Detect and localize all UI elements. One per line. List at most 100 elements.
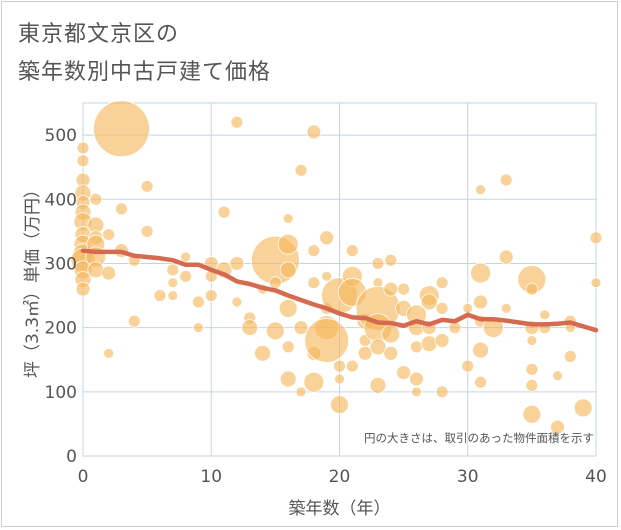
- x-tick-label: 30: [457, 467, 479, 487]
- bubble-point: [369, 338, 387, 356]
- bubble-point: [526, 335, 538, 346]
- bubble-point: [333, 359, 346, 373]
- bubble-point: [192, 295, 205, 309]
- bubble-point: [383, 281, 399, 297]
- bubble-point: [278, 298, 298, 318]
- bubble-point: [293, 320, 309, 336]
- x-tick-label: 20: [329, 467, 351, 487]
- bubble-point: [306, 124, 322, 140]
- bubble-point: [435, 276, 449, 290]
- bubble-point: [330, 395, 349, 415]
- bubble-point: [204, 289, 218, 302]
- bubble-point: [76, 141, 90, 155]
- bubble-point: [552, 370, 563, 382]
- bubble-point: [303, 371, 325, 393]
- bubble-point: [281, 340, 295, 354]
- bubble-point: [230, 115, 244, 129]
- bubble-point: [103, 347, 115, 359]
- bubble-point: [383, 345, 399, 361]
- bubble-point: [140, 180, 154, 193]
- bubble-point: [304, 318, 350, 363]
- y-tick-label: 0: [66, 447, 77, 467]
- x-tick-label: 0: [78, 467, 89, 487]
- bubble-point: [396, 365, 412, 380]
- bubble-point: [525, 378, 539, 392]
- bubble-point: [345, 359, 359, 373]
- x-tick-label: 40: [585, 467, 607, 487]
- bubble-point: [231, 296, 243, 308]
- bubble-size-note: 円の大きさは、取引のあった物件面積を示す: [364, 431, 594, 445]
- bubble-point: [357, 345, 373, 361]
- bubble-point: [381, 324, 401, 344]
- trend-line-series: [80, 248, 599, 333]
- bubble-point: [254, 344, 271, 362]
- bubble-point: [321, 270, 333, 282]
- bubble-point: [589, 231, 603, 245]
- bubble-series: [70, 100, 603, 435]
- bubble-point: [573, 398, 593, 418]
- bubble-point: [369, 376, 387, 394]
- bubble-point: [420, 293, 438, 311]
- bubble-point: [500, 302, 512, 314]
- y-tick-label: 100: [45, 383, 77, 403]
- bubble-point: [434, 333, 450, 348]
- bubble-point: [420, 335, 438, 353]
- bubble-point: [462, 302, 474, 314]
- bubble-point: [550, 419, 565, 435]
- bubble-point: [319, 230, 335, 246]
- bubble-point: [101, 265, 117, 281]
- bubble-point: [384, 253, 398, 267]
- bubble-point: [397, 282, 411, 296]
- y-tick-label: 200: [45, 319, 77, 339]
- bubble-point: [334, 373, 345, 385]
- bubble-point: [435, 301, 449, 315]
- bubble-point: [229, 256, 245, 271]
- bubble-point: [241, 319, 259, 337]
- bubble-point: [461, 359, 475, 373]
- bubble-point: [167, 290, 179, 301]
- bubble-point: [268, 276, 282, 290]
- bubble-point: [153, 289, 167, 302]
- bubble-point: [279, 370, 297, 388]
- bubble-point: [525, 362, 539, 376]
- grid-lines: [82, 102, 597, 457]
- bubble-point: [470, 262, 491, 284]
- bubble-point: [167, 277, 179, 289]
- y-tick-label: 400: [45, 190, 77, 210]
- bubble-point: [472, 341, 489, 359]
- bubble-point: [345, 244, 359, 258]
- bubble-point: [89, 192, 103, 206]
- bubble-point: [265, 321, 285, 341]
- bubble-point: [371, 257, 385, 270]
- bubble-point: [563, 350, 577, 363]
- x-tick-label: 10: [200, 467, 222, 487]
- bubble-point: [410, 340, 423, 354]
- bubble-point: [277, 233, 299, 255]
- bubble-point: [435, 385, 449, 399]
- bubble-point: [409, 371, 424, 387]
- bubble-point: [102, 228, 116, 241]
- bubble-point: [539, 309, 551, 321]
- bubble-point: [295, 386, 307, 398]
- bubble-point: [522, 404, 542, 424]
- bubble-point: [307, 276, 321, 290]
- bubble-point: [282, 213, 294, 224]
- bubble-point: [279, 261, 297, 279]
- bubble-point: [193, 322, 204, 334]
- y-tick-label: 300: [45, 254, 77, 274]
- bubble-point: [475, 184, 486, 196]
- bubble-point: [75, 281, 91, 297]
- bubble-point: [499, 173, 513, 187]
- bubble-point: [140, 224, 154, 238]
- bubble-point: [474, 375, 487, 389]
- bubble-point: [498, 249, 514, 265]
- bubble-point: [525, 282, 539, 296]
- bubble-point: [294, 163, 308, 177]
- trend-line: [80, 248, 599, 333]
- bubble-point: [180, 251, 192, 263]
- bubble-point: [473, 294, 488, 310]
- x-axis-label: 築年数（年）: [289, 499, 391, 519]
- bubble-point: [93, 100, 150, 158]
